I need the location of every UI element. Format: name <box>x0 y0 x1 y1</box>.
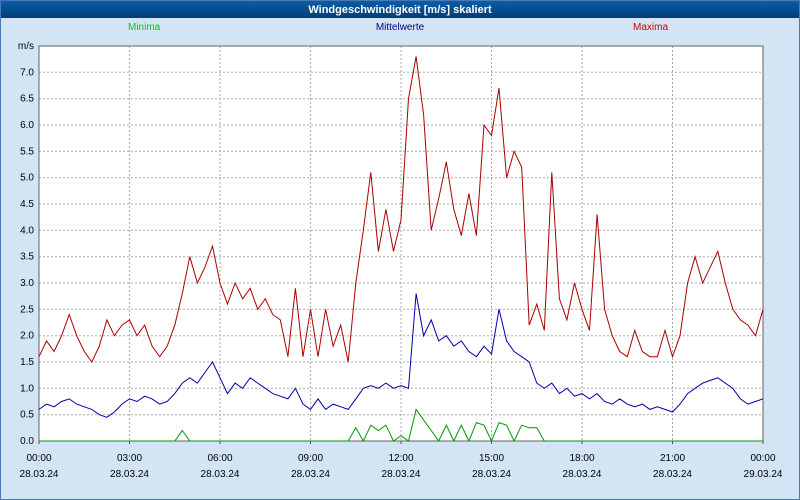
title-bar: Windgeschwindigkeit [m/s] skaliert <box>1 1 799 18</box>
x-tick-date-label: 28.03.24 <box>563 469 602 480</box>
x-tick-date-label: 28.03.24 <box>201 469 240 480</box>
legend-mittelwerte: Mittelwerte <box>375 22 425 33</box>
legend-maxima: Maxima <box>633 22 669 33</box>
y-tick-label: 1.0 <box>20 383 34 394</box>
x-tick-date-label: 28.03.24 <box>472 469 511 480</box>
legend: Minima Mittelwerte Maxima <box>1 22 799 36</box>
x-tick-date-label: 28.03.24 <box>291 469 330 480</box>
x-tick-date-label: 29.03.24 <box>744 469 783 480</box>
series-line-mittelwerte <box>38 293 764 418</box>
y-tick-label: 2.0 <box>20 331 34 342</box>
y-tick-label: 1.5 <box>20 357 34 368</box>
x-tick-date-label: 28.03.24 <box>110 469 149 480</box>
y-tick-label: 4.0 <box>20 225 34 236</box>
x-tick-time-label: 09:00 <box>298 453 323 464</box>
y-tick-label: 2.5 <box>20 304 34 315</box>
plot-border <box>38 45 764 442</box>
x-tick-time-label: 03:00 <box>117 453 142 464</box>
x-tick-date-label: 28.03.24 <box>382 469 421 480</box>
chart-title: Windgeschwindigkeit [m/s] skaliert <box>308 3 492 16</box>
x-tick-date-label: 28.03.24 <box>20 469 59 480</box>
x-tick-time-label: 00:00 <box>26 453 51 464</box>
y-tick-label: 3.5 <box>20 252 34 263</box>
x-tick-time-label: 12:00 <box>388 453 413 464</box>
y-axis-unit-label: m/s <box>18 41 34 52</box>
y-tick-label: 6.0 <box>20 120 34 131</box>
y-tick-label: 0.5 <box>20 410 34 421</box>
y-tick-label: 4.5 <box>20 199 34 210</box>
x-tick-date-label: 28.03.24 <box>653 469 692 480</box>
x-tick-time-label: 21:00 <box>660 453 685 464</box>
y-tick-label: 6.5 <box>20 94 34 105</box>
legend-minima: Minima <box>128 22 161 33</box>
x-tick-time-label: 06:00 <box>207 453 232 464</box>
x-tick-time-label: 15:00 <box>479 453 504 464</box>
y-tick-label: 5.0 <box>20 173 34 184</box>
y-tick-label: 3.0 <box>20 278 34 289</box>
x-tick-time-label: 18:00 <box>569 453 594 464</box>
series-line-minima <box>39 408 763 443</box>
x-tick-time-label: 00:00 <box>750 453 775 464</box>
y-tick-label: 5.5 <box>20 146 34 157</box>
series-line-maxima <box>38 56 764 363</box>
y-tick-label: 7.0 <box>20 67 34 78</box>
y-tick-label: 0.0 <box>20 436 34 447</box>
